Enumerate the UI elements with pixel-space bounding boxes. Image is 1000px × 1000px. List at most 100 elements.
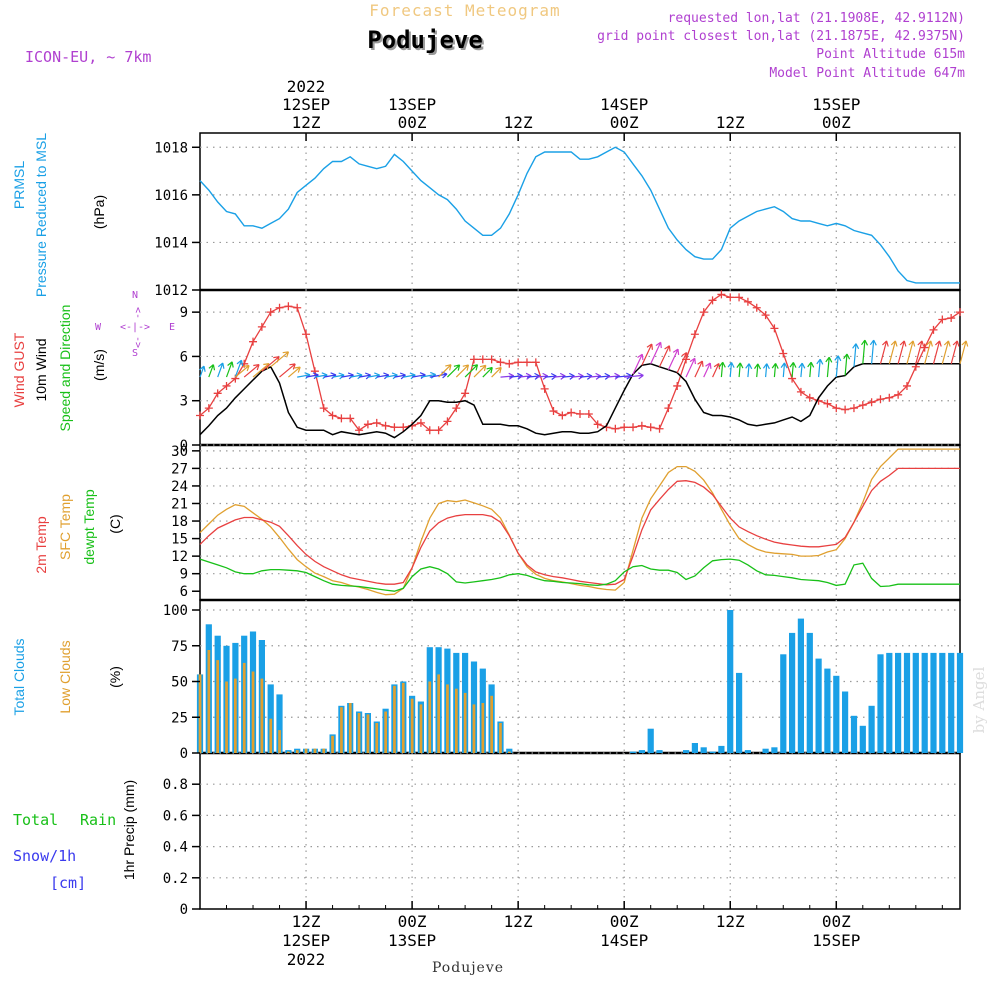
low-clouds-bar [481, 703, 485, 753]
gust-marker [841, 405, 850, 414]
model-name: ICON-EU, ~ 7km [25, 48, 151, 66]
gust-marker [832, 404, 841, 413]
total-clouds-bar [285, 750, 292, 753]
wind-direction-arrow [217, 362, 225, 378]
wind-direction-arrow [852, 343, 860, 367]
total-clouds-bar [744, 750, 751, 753]
gust-marker [222, 381, 231, 390]
gust-marker [266, 308, 275, 317]
wind-10m-label: 10m Wind [33, 338, 49, 401]
total-clouds-bar [762, 748, 769, 753]
low-clouds-bar [322, 748, 326, 753]
gust-marker [885, 393, 894, 402]
compass-vertical-down: -> [132, 336, 143, 348]
low-clouds-bar [375, 723, 379, 753]
low-clouds-label: Low Clouds [57, 640, 73, 713]
pressure-label-msl: Pressure Reduced to MSL [33, 133, 49, 297]
low-clouds-bar [269, 718, 273, 753]
total-clouds-bar [727, 610, 734, 753]
wind-direction-arrow [712, 363, 721, 378]
pressure-panel-frame [199, 132, 961, 291]
low-clouds-bar [251, 671, 255, 753]
wind-direction-arrow [861, 339, 869, 364]
gust-marker [938, 315, 947, 324]
wind-direction-arrow [491, 366, 502, 378]
low-clouds-bar [207, 650, 211, 753]
wind-direction-arrow [906, 340, 916, 364]
dewpt-line [199, 558, 960, 592]
total-clouds-bar [930, 652, 937, 753]
wind-direction-arrow [754, 363, 762, 378]
y-tick-label: 27 [171, 461, 188, 477]
wind-direction-arrow [658, 345, 671, 368]
wind-direction-arrow [762, 363, 770, 378]
compass-s: S [132, 348, 138, 359]
gust-marker [894, 390, 903, 399]
precip-unit: 1hr Precip (mm) [121, 780, 137, 880]
total-clouds-label: Total Clouds [11, 638, 27, 715]
x-tick-label-bottom: 15SEP [812, 931, 860, 950]
compass-vertical-up: <- [132, 307, 143, 319]
total-clouds-bar [877, 654, 884, 753]
gust-marker [849, 404, 858, 413]
gust-marker [355, 426, 364, 435]
gust-marker [629, 423, 638, 432]
gust-marker [346, 414, 355, 423]
total-clouds-bar [895, 652, 902, 753]
wind-direction-arrow [279, 363, 296, 378]
low-clouds-bar [287, 751, 290, 753]
total-clouds-bar [842, 691, 849, 753]
low-clouds-bar [437, 674, 440, 753]
total-clouds-bar [629, 751, 637, 753]
gridpoint-coords: grid point closest lon,lat (21.1875E, 42… [597, 29, 965, 44]
total-clouds-bar [700, 747, 707, 753]
total-clouds-bar [683, 750, 690, 753]
wind-direction-arrow [924, 340, 933, 364]
x-tick-label-bottom: 12Z [504, 912, 533, 931]
pressure-label-prmsl: PRMSL [11, 161, 27, 209]
watermark: by Angel [970, 666, 988, 733]
gust-marker [452, 404, 461, 413]
y-tick-label: 50 [171, 675, 188, 691]
total-clouds-bar [789, 632, 796, 753]
y-tick-label: 0 [180, 438, 188, 454]
gust-marker [293, 303, 302, 312]
y-tick-label: 6 [180, 584, 188, 600]
snow-unit: [cm] [50, 874, 86, 892]
low-clouds-bar [446, 684, 449, 753]
wind-direction-arrow [879, 340, 889, 364]
low-clouds-bar [295, 750, 299, 753]
gust-marker [858, 401, 867, 410]
requested-coords: requested lon,lat (21.1908E, 42.9112N) [668, 11, 965, 26]
wind-dir-label: Speed and Direction [57, 305, 73, 432]
y-tick-label: 24 [171, 479, 188, 495]
x-tick-label-bottom: 13SEP [388, 931, 436, 950]
total-clouds-bar [824, 668, 831, 753]
total-clouds-bar [815, 658, 822, 753]
y-tick-label: 1012 [154, 283, 188, 299]
gust-marker [690, 330, 699, 339]
gust-marker [390, 423, 399, 432]
low-clouds-bar [357, 713, 361, 753]
low-clouds-bar [331, 735, 334, 753]
x-tick-label-top: 12Z [292, 113, 321, 132]
gust-marker [434, 426, 443, 435]
wind-direction-arrow [650, 341, 662, 365]
gust-marker [257, 322, 266, 331]
sfc-temp-label: SFC Temp [57, 494, 73, 560]
gust-marker [770, 324, 779, 333]
wind-direction-arrow [438, 364, 452, 378]
lines-layer [196, 146, 964, 596]
gust-marker [461, 389, 470, 398]
low-clouds-bar [304, 748, 308, 753]
y-tick-label: 0 [180, 902, 188, 918]
total-clouds-bar [806, 632, 813, 753]
gust-marker [284, 302, 293, 311]
gust-marker [867, 398, 876, 407]
total-clouds-bar [276, 694, 283, 753]
wind-direction-arrow [932, 340, 942, 364]
location-title-shadow: Podujeve [369, 28, 485, 56]
wind-direction-arrow [676, 352, 688, 373]
gust-marker [416, 418, 425, 427]
